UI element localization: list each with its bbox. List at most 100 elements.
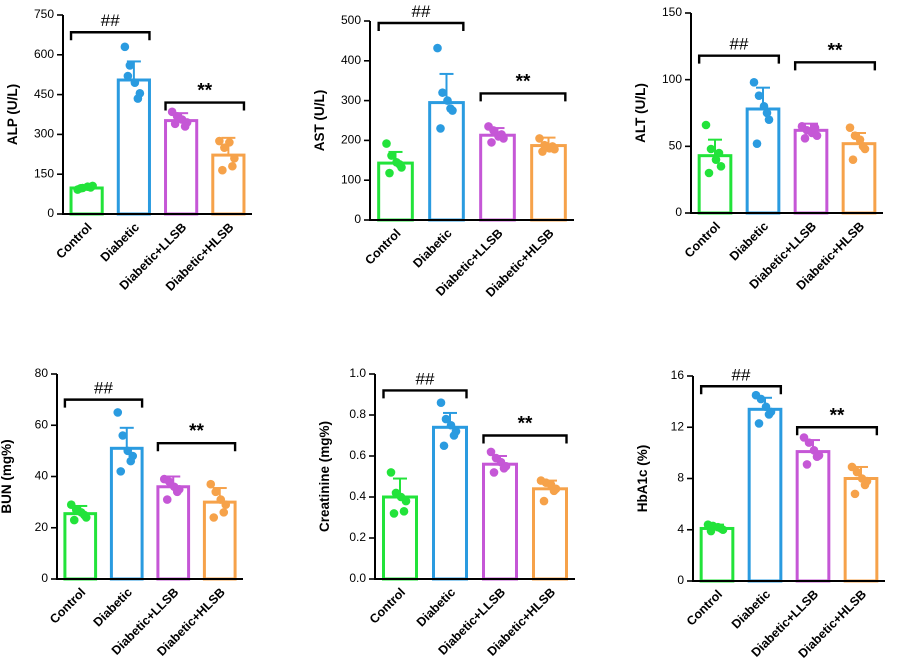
bar-3 xyxy=(479,133,516,222)
data-point xyxy=(438,88,447,97)
bar-1 xyxy=(63,512,98,581)
bar-4 xyxy=(843,477,879,583)
category-label: Diabetic xyxy=(91,585,135,629)
bar-4 xyxy=(532,487,568,581)
significance-label-1: ## xyxy=(101,11,120,30)
significance-bracket-2 xyxy=(479,92,567,102)
data-point xyxy=(812,452,822,462)
bar-1 xyxy=(697,154,733,215)
data-point xyxy=(206,479,216,489)
bar-3 xyxy=(793,128,829,215)
data-point xyxy=(804,438,814,447)
y-tick-label: 0 xyxy=(677,573,684,587)
data-point xyxy=(754,419,764,428)
bar-4 xyxy=(841,142,877,215)
data-point xyxy=(433,43,442,53)
significance-bracket-1 xyxy=(697,54,781,64)
significance-label-2: ** xyxy=(828,40,843,61)
y-tick-label: 100 xyxy=(341,172,361,186)
chart-panel-2: AST (U/L) 0 100 200 300 400 500 Control Diabetic… xyxy=(312,2,574,300)
data-point xyxy=(711,155,721,164)
data-point xyxy=(759,102,769,111)
data-point xyxy=(228,161,237,171)
category-label: Control xyxy=(362,226,403,267)
significance-label-2: ** xyxy=(516,71,531,92)
significance-bracket-1 xyxy=(69,31,151,41)
y-tick-label: 750 xyxy=(34,7,54,21)
significance-bracket-1 xyxy=(382,389,468,399)
data-point xyxy=(387,151,396,160)
bar-4 xyxy=(530,144,567,222)
data-point xyxy=(800,134,810,143)
data-point xyxy=(113,408,123,417)
data-point xyxy=(860,480,870,490)
data-point xyxy=(399,507,409,516)
data-point xyxy=(852,467,862,477)
y-tick-label: 50 xyxy=(669,139,683,153)
y-tick-label: 0.6 xyxy=(349,448,366,462)
y-tick-label: 0.0 xyxy=(349,571,366,585)
significance-label-2: ** xyxy=(830,405,845,426)
data-point xyxy=(133,94,143,103)
data-point xyxy=(162,495,172,504)
significance-label-2: ** xyxy=(518,414,533,435)
bar-2 xyxy=(428,101,465,222)
data-point xyxy=(120,42,130,52)
data-point xyxy=(714,148,724,158)
category-label: Diabetic xyxy=(727,219,771,263)
data-point xyxy=(549,486,559,496)
significance-bracket-2 xyxy=(482,434,568,444)
y-axis-label: ALP (U/L) xyxy=(5,84,20,145)
data-point xyxy=(446,104,455,113)
bar-2 xyxy=(109,446,144,581)
data-point xyxy=(69,515,79,525)
data-point xyxy=(385,168,394,178)
data-point xyxy=(441,414,451,424)
data-point xyxy=(211,487,221,497)
data-point xyxy=(86,183,95,192)
significance-bracket-1 xyxy=(63,398,144,408)
y-axis-label: HbA1c (%) xyxy=(635,445,650,513)
y-tick-label: 300 xyxy=(34,127,54,141)
data-point xyxy=(130,78,140,87)
data-point xyxy=(845,123,855,132)
category-label: Control xyxy=(684,587,725,628)
data-point xyxy=(486,447,496,457)
data-point xyxy=(118,431,128,440)
category-label: Diabetic xyxy=(414,585,458,629)
category-label: Control xyxy=(682,219,723,260)
data-point xyxy=(535,134,544,143)
category-label: Diabetic xyxy=(729,587,773,631)
y-tick-label: 4 xyxy=(677,522,684,536)
data-point xyxy=(436,124,445,133)
significance-label-2: ** xyxy=(197,81,212,102)
data-point xyxy=(172,487,182,497)
y-tick-label: 0 xyxy=(41,571,48,585)
y-tick-label: 0 xyxy=(47,206,54,220)
y-axis-label: Creatinine (mg%) xyxy=(317,421,332,532)
y-axis-label: AST (U/L) xyxy=(312,90,327,152)
data-point xyxy=(749,78,759,87)
y-tick-label: 200 xyxy=(341,133,361,147)
bar-4 xyxy=(211,153,246,216)
bar-2 xyxy=(745,107,781,215)
data-point xyxy=(850,489,860,499)
y-tick-label: 20 xyxy=(35,520,49,534)
category-label: Control xyxy=(53,220,94,261)
y-tick-label: 0 xyxy=(675,205,682,219)
data-point xyxy=(764,410,774,419)
y-tick-label: 150 xyxy=(662,5,682,19)
data-point xyxy=(706,526,716,536)
data-point xyxy=(170,119,180,129)
data-point xyxy=(538,147,547,156)
data-point xyxy=(701,120,711,130)
y-tick-label: 16 xyxy=(671,368,685,382)
data-point xyxy=(855,135,865,144)
data-point xyxy=(487,138,496,147)
data-point xyxy=(389,509,399,518)
significance-bracket-1 xyxy=(699,385,783,395)
bar-2 xyxy=(747,407,783,583)
data-point xyxy=(489,126,498,135)
category-label: Control xyxy=(47,585,88,626)
data-point xyxy=(401,496,411,506)
